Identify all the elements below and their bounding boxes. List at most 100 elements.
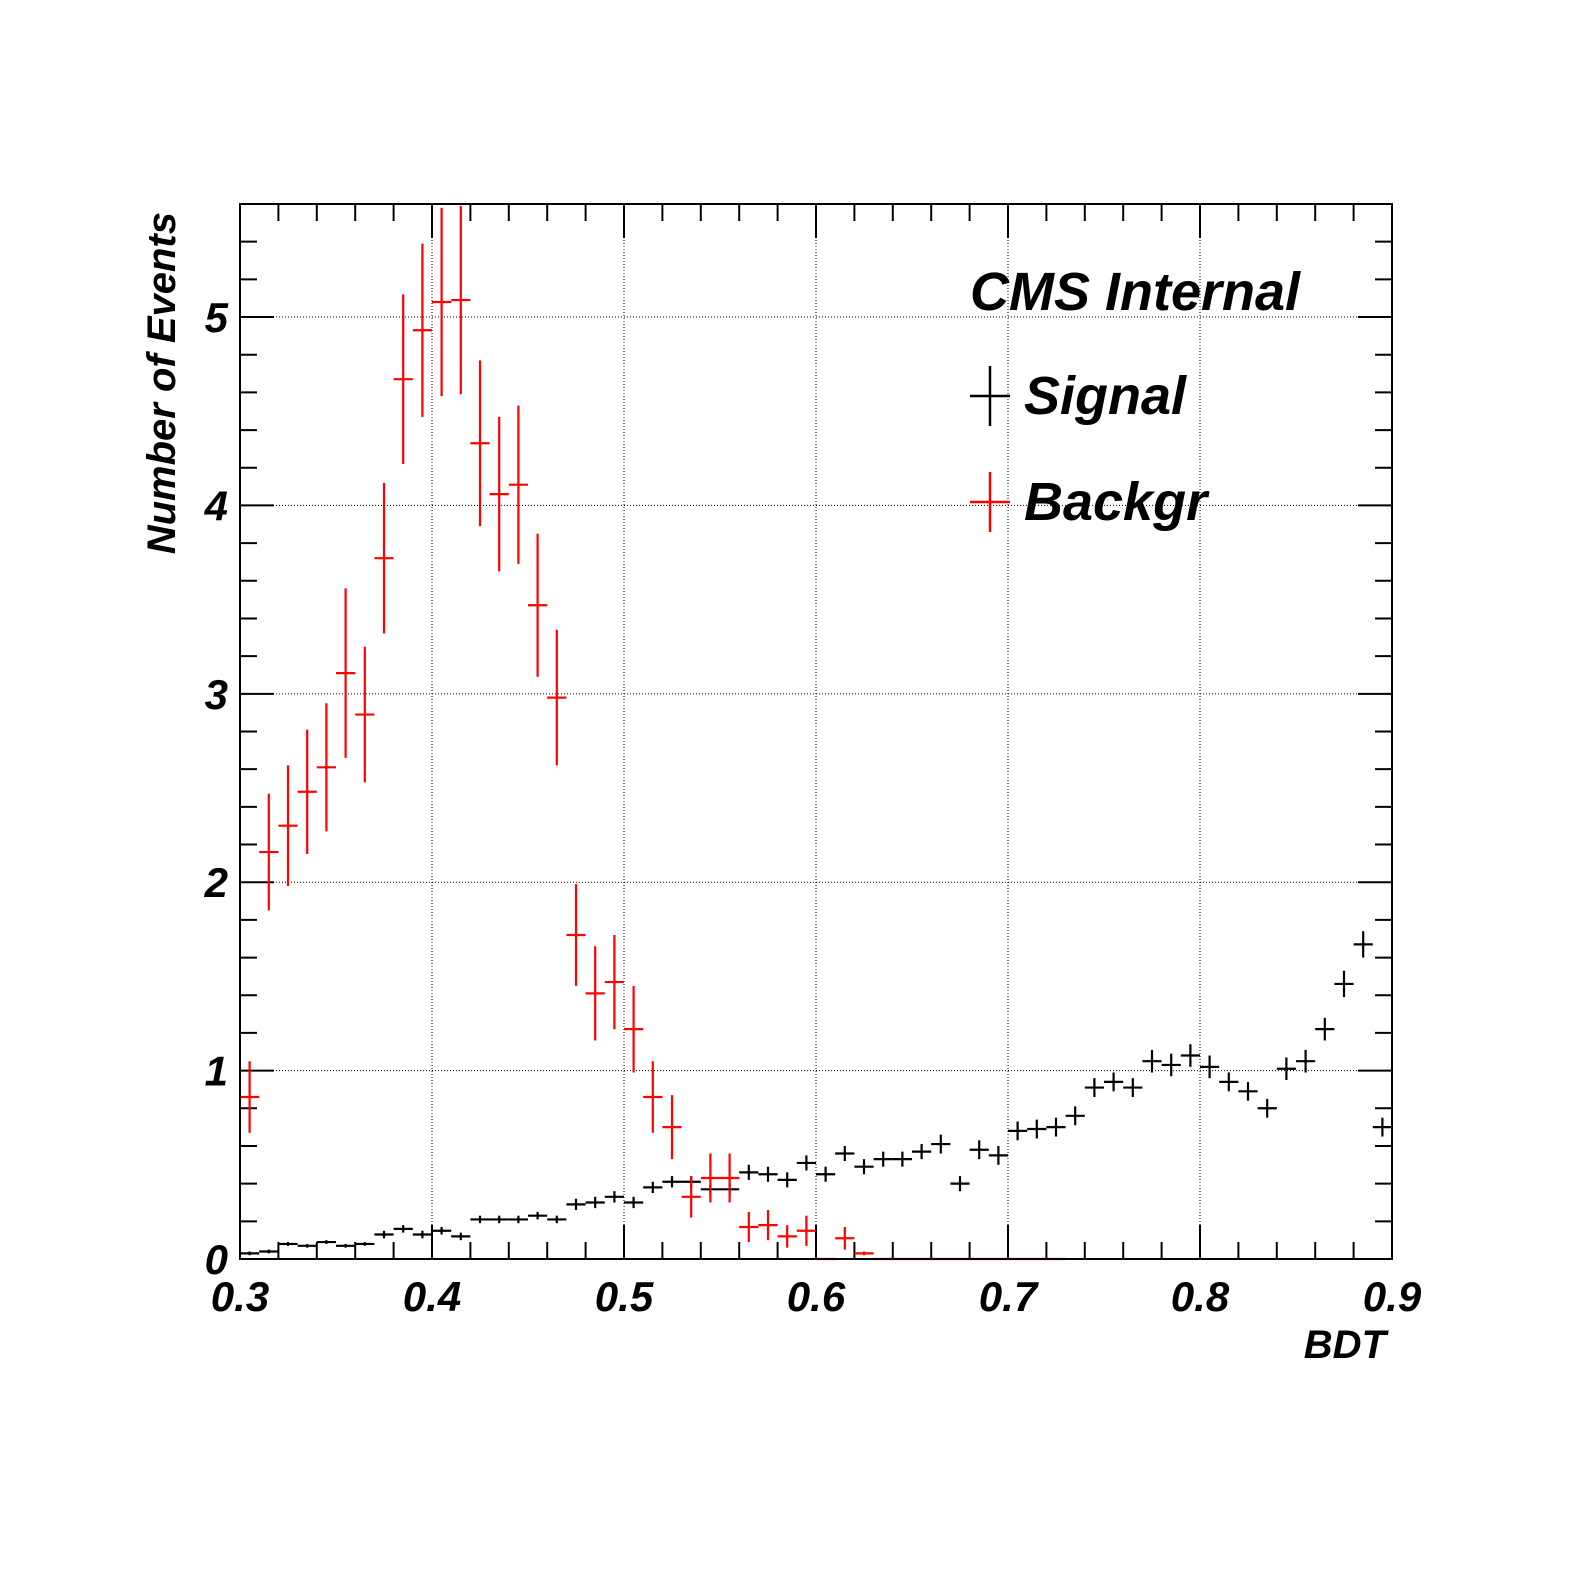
data-point bbox=[336, 1243, 356, 1248]
data-point bbox=[892, 1151, 912, 1167]
data-point bbox=[528, 533, 548, 677]
data-point bbox=[508, 405, 528, 564]
data-point bbox=[720, 1153, 740, 1203]
legend-backgr-marker bbox=[970, 472, 1010, 532]
data-point bbox=[278, 1242, 298, 1246]
x-tick-label: 0.7 bbox=[979, 1273, 1039, 1320]
data-point bbox=[873, 1151, 893, 1167]
data-point bbox=[643, 1181, 663, 1194]
data-point bbox=[643, 1061, 663, 1133]
data-point bbox=[662, 1176, 682, 1188]
data-point bbox=[835, 1226, 855, 1250]
data-point bbox=[1123, 1078, 1143, 1097]
y-tick-label: 3 bbox=[205, 671, 228, 718]
data-point bbox=[489, 1215, 509, 1224]
data-point bbox=[259, 1249, 279, 1254]
data-point bbox=[777, 1225, 797, 1248]
y-axis-label: Number of Events bbox=[140, 212, 184, 554]
legend-backgr-label: Backgr bbox=[1024, 472, 1210, 532]
data-point bbox=[1161, 1053, 1181, 1077]
y-tick-label: 2 bbox=[204, 859, 228, 906]
series-backgr bbox=[240, 205, 1066, 1261]
legend: CMS Internal Signal Backgr bbox=[970, 262, 1301, 532]
data-point bbox=[624, 1196, 644, 1209]
data-point bbox=[1065, 1106, 1085, 1126]
data-point bbox=[470, 360, 490, 527]
data-point bbox=[988, 1145, 1008, 1165]
x-tick-label: 0.9 bbox=[1363, 1273, 1422, 1320]
data-point bbox=[393, 294, 413, 464]
data-point bbox=[758, 1210, 778, 1241]
data-point bbox=[355, 646, 375, 783]
data-point bbox=[336, 588, 356, 758]
data-point bbox=[412, 1230, 432, 1239]
data-point bbox=[355, 1242, 375, 1246]
data-point bbox=[1238, 1081, 1258, 1101]
x-tick-label: 0.4 bbox=[403, 1273, 461, 1320]
data-point bbox=[1104, 1072, 1124, 1092]
data-point bbox=[278, 765, 298, 886]
data-point bbox=[1372, 1117, 1392, 1137]
data-point bbox=[624, 985, 644, 1073]
data-point bbox=[1027, 1119, 1047, 1139]
data-point bbox=[931, 1134, 951, 1154]
grid-lines bbox=[240, 204, 1392, 1259]
data-point bbox=[432, 207, 452, 397]
x-tick-label: 0.5 bbox=[595, 1273, 654, 1320]
y-tick-labels: 0 1 2 3 4 5 bbox=[204, 294, 229, 1283]
data-point bbox=[297, 1243, 317, 1248]
data-point bbox=[566, 1198, 586, 1211]
data-point bbox=[585, 1196, 605, 1209]
data-point bbox=[432, 1226, 452, 1235]
x-tick-label: 0.8 bbox=[1171, 1273, 1230, 1320]
data-point bbox=[451, 1232, 471, 1241]
data-point bbox=[1180, 1044, 1200, 1067]
x-axis-label: BDT bbox=[1304, 1323, 1390, 1367]
data-point bbox=[489, 416, 509, 572]
data-point bbox=[796, 1155, 816, 1171]
x-tick-label: 0.6 bbox=[787, 1273, 846, 1320]
data-point bbox=[739, 1164, 759, 1180]
data-point bbox=[316, 1240, 336, 1244]
data-point bbox=[547, 1215, 567, 1224]
data-point bbox=[547, 629, 567, 766]
data-point bbox=[1334, 970, 1354, 998]
data-point bbox=[816, 1166, 836, 1182]
y-tick-label: 5 bbox=[205, 294, 229, 341]
data-point bbox=[585, 946, 605, 1041]
x-tick-labels: 0.3 0.4 0.5 0.6 0.7 0.8 0.9 bbox=[211, 1273, 1422, 1320]
y-tick-label: 4 bbox=[204, 482, 228, 529]
data-point bbox=[969, 1140, 989, 1160]
data-point bbox=[912, 1144, 932, 1160]
y-tick-label: 1 bbox=[205, 1048, 228, 1095]
data-point bbox=[316, 703, 336, 832]
data-point bbox=[1353, 931, 1373, 958]
data-point bbox=[1200, 1055, 1220, 1079]
data-point bbox=[259, 793, 279, 911]
data-point bbox=[240, 1061, 260, 1133]
data-point bbox=[835, 1145, 855, 1162]
data-point bbox=[739, 1211, 759, 1243]
data-point bbox=[1084, 1078, 1104, 1097]
x-tick-label: 0.3 bbox=[211, 1273, 269, 1320]
series-points bbox=[240, 205, 1392, 1261]
minor-ticks bbox=[239, 203, 1393, 1260]
data-point bbox=[297, 729, 317, 854]
data-point bbox=[796, 1215, 816, 1246]
data-point bbox=[1046, 1117, 1066, 1137]
data-point bbox=[412, 243, 432, 417]
data-point bbox=[240, 1251, 260, 1256]
data-point bbox=[662, 1095, 682, 1160]
data-point bbox=[374, 1230, 394, 1239]
legend-signal-label: Signal bbox=[1024, 366, 1187, 426]
data-point bbox=[508, 1215, 528, 1224]
chart-title: CMS Internal bbox=[970, 262, 1301, 322]
data-point bbox=[528, 1211, 548, 1220]
data-point bbox=[854, 1159, 874, 1175]
data-point bbox=[1315, 1017, 1335, 1041]
data-point bbox=[451, 205, 471, 395]
data-point bbox=[1257, 1098, 1277, 1118]
data-point bbox=[777, 1172, 797, 1188]
data-point bbox=[758, 1166, 778, 1182]
